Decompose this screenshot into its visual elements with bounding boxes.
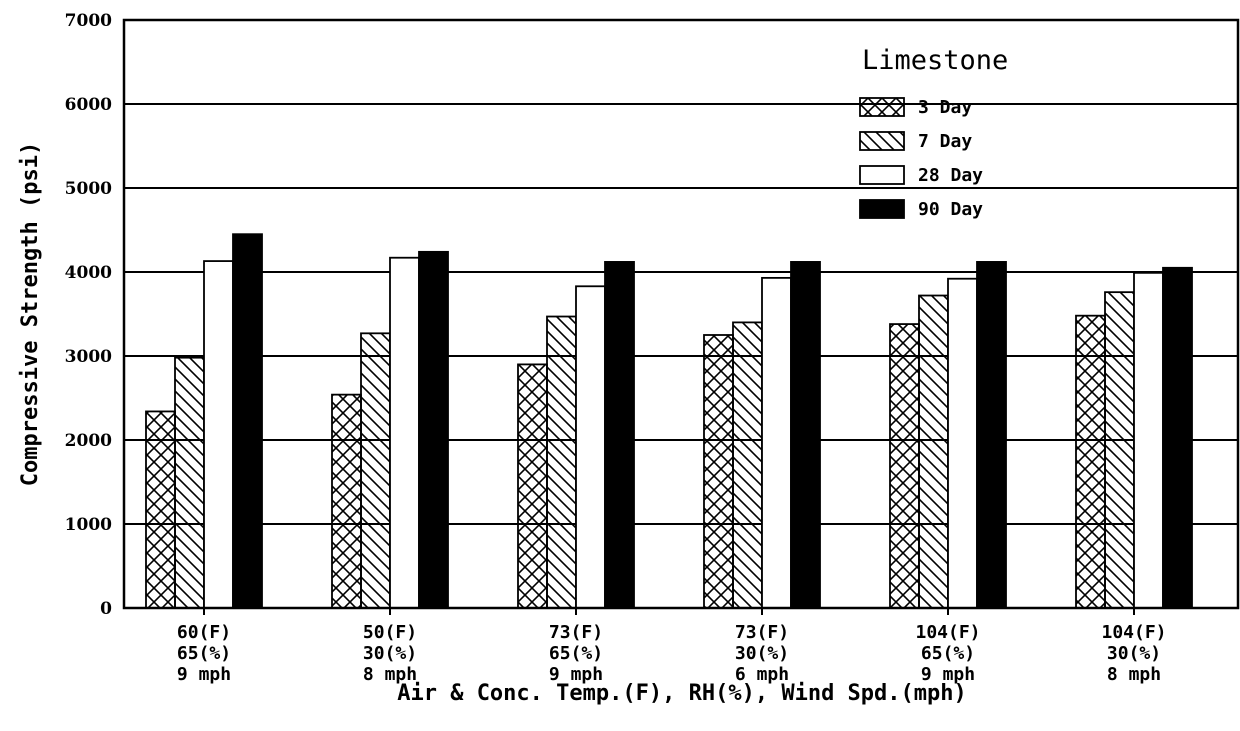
x-category-label: 30(%) (1107, 643, 1161, 664)
legend-label: 28 Day (918, 165, 983, 186)
bar-3-day (517, 363, 548, 609)
x-category-label: 9 mph (177, 664, 231, 685)
legend-swatch (859, 165, 905, 185)
y-tick-label: 6000 (65, 95, 112, 115)
bar-7-day (732, 321, 763, 609)
x-axis-title: Air & Conc. Temp.(F), RH(%), Wind Spd.(m… (397, 681, 967, 706)
bar-7-day (1104, 291, 1135, 609)
y-tick-label: 0 (100, 599, 112, 619)
bar-28-day (947, 277, 978, 609)
x-category-label: 60(F) (177, 622, 231, 643)
legend: Limestone 3 Day 7 Day 28 Day 90 Day (859, 45, 1008, 220)
legend-swatch (859, 131, 905, 151)
legend-swatch (859, 97, 905, 117)
y-axis-title: Compressive Strength (psi) (18, 142, 43, 486)
x-category-label: 30(%) (735, 643, 789, 664)
x-category-label: 8 mph (363, 664, 417, 685)
bar-90-day (418, 250, 449, 609)
x-category-label: 30(%) (363, 643, 417, 664)
x-category-label: 8 mph (1107, 664, 1161, 685)
x-category-label: 65(%) (549, 643, 603, 664)
x-category-label: 6 mph (735, 664, 789, 685)
y-tick-label: 4000 (65, 263, 112, 283)
legend-label: 90 Day (918, 199, 983, 220)
y-tick-label: 3000 (65, 347, 112, 367)
plot-frame (122, 18, 1240, 610)
x-category-label: 73(F) (735, 622, 789, 643)
bar-3-day (703, 334, 734, 609)
bar-7-day (360, 332, 391, 609)
bar-3-day (1075, 314, 1106, 609)
bar-90-day (232, 233, 263, 609)
bar-7-day (918, 294, 949, 609)
x-category-label: 104(F) (915, 622, 980, 643)
x-category-label: 104(F) (1101, 622, 1166, 643)
y-tick-label: 7000 (65, 11, 112, 31)
y-tick-label: 2000 (65, 431, 112, 451)
x-category-label: 9 mph (921, 664, 975, 685)
x-category-label: 50(F) (363, 622, 417, 643)
bar-7-day (174, 356, 205, 609)
legend-swatch (859, 199, 905, 219)
y-tick-label: 5000 (65, 179, 112, 199)
bar-3-day (889, 323, 920, 609)
x-category-label: 9 mph (549, 664, 603, 685)
legend-label: 3 Day (918, 97, 972, 118)
y-tick-labels: 0 1000 2000 3000 4000 5000 6000 7000 (65, 11, 112, 619)
legend-title: Limestone (862, 45, 1008, 76)
legend-label: 7 Day (918, 131, 972, 152)
x-category-label: 65(%) (177, 643, 231, 664)
bars (145, 233, 1193, 609)
bar-28-day (389, 256, 420, 609)
gridlines (124, 19, 1238, 609)
bar-28-day (203, 260, 234, 609)
bar-90-day (976, 261, 1007, 609)
bar-28-day (575, 285, 606, 609)
bar-3-day (145, 410, 176, 609)
bar-90-day (604, 261, 635, 609)
bar-28-day (761, 276, 792, 609)
bar-28-day (1133, 271, 1164, 609)
y-tick-label: 1000 (65, 515, 112, 535)
bar-90-day (790, 261, 821, 609)
bar-90-day (1162, 266, 1193, 609)
bar-3-day (331, 393, 362, 609)
x-category-label: 73(F) (549, 622, 603, 643)
x-category-label: 65(%) (921, 643, 975, 664)
bar-7-day (546, 315, 577, 609)
